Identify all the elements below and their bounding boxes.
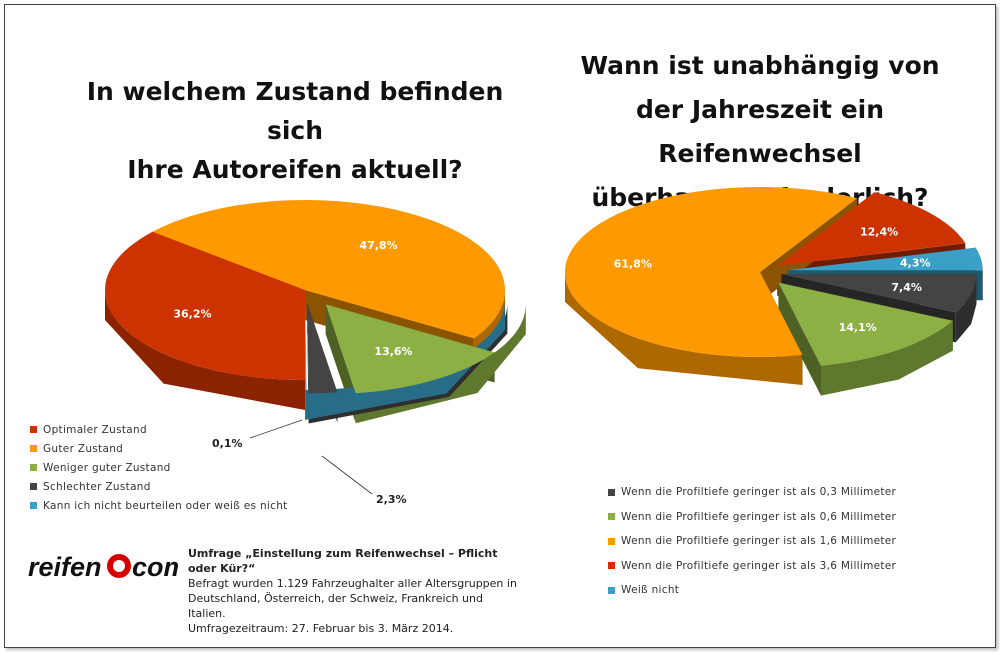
pie-slice: [787, 247, 983, 271]
legend-item: Weiß nicht: [608, 578, 896, 603]
survey-line: Deutschland, Österreich, der Schweiz, Fr…: [188, 592, 483, 620]
legend-label: Weniger guter Zustand: [43, 461, 171, 474]
legend-label: Wenn die Profiltiefe geringer ist als 0,…: [621, 510, 897, 523]
pie-slice-wall: [778, 282, 821, 396]
pie-slice-side: [565, 272, 803, 385]
legend-swatch: [608, 562, 615, 570]
legend-label: Wenn die Profiltiefe geringer ist als 0,…: [621, 486, 897, 499]
legend-item: Schlechter Zustand: [30, 477, 288, 496]
pie-slice: [777, 192, 966, 266]
pie-slice-side: [105, 290, 305, 410]
legend-left: Optimaler Zustand Guter Zustand Weniger …: [30, 420, 288, 515]
pie-slice: [565, 187, 858, 357]
legend-swatch: [608, 537, 615, 545]
legend-label: Guter Zustand: [43, 442, 124, 455]
callout-line: [321, 455, 373, 495]
pie-slice: [307, 303, 338, 394]
legend-swatch: [30, 464, 37, 471]
pie-slice: [105, 231, 305, 380]
legend-right: Wenn die Profiltiefe geringer ist als 0,…: [608, 480, 896, 603]
survey-line: Umfragezeitraum: 27. Februar bis 3. März…: [188, 622, 454, 635]
data-label: 12,4%: [860, 226, 898, 239]
legend-item: Wenn die Profiltiefe geringer ist als 0,…: [608, 480, 896, 505]
legend-label: Schlechter Zustand: [43, 480, 151, 493]
pie-chart-1: 7,4% 14,1% 61,8% 12,4% 4,3%: [565, 187, 983, 396]
logo-ring-center: [113, 560, 125, 572]
data-label: 7,4%: [891, 281, 922, 294]
legend-item: Wenn die Profiltiefe geringer ist als 0,…: [608, 505, 896, 530]
data-label: 4,3%: [900, 257, 931, 270]
legend-item: Wenn die Profiltiefe geringer ist als 3,…: [608, 554, 896, 579]
legend-label: Wenn die Profiltiefe geringer ist als 3,…: [621, 559, 897, 572]
legend-swatch: [608, 513, 615, 521]
callout-line: [249, 419, 303, 439]
data-label: 61,8%: [614, 258, 652, 271]
legend-label: Kann ich nicht beurteilen oder weiß es n…: [43, 499, 288, 512]
data-label: 36,2%: [173, 307, 211, 320]
legend-label: Weiß nicht: [621, 584, 680, 597]
legend-label: Optimaler Zustand: [43, 423, 147, 436]
pie-slice-side: [821, 320, 953, 396]
legend-item: Guter Zustand: [30, 439, 288, 458]
survey-info: Umfrage „Einstellung zum Reifenwechsel –…: [188, 546, 518, 636]
pie-slice: [325, 304, 495, 394]
pie-slice: [781, 274, 977, 313]
pie-slice: [305, 299, 307, 390]
data-label: 14,1%: [839, 321, 877, 334]
data-label: 47,8%: [359, 239, 397, 252]
pie-slice: [778, 282, 953, 366]
chart-title-left: In welchem Zustand befinden sich Ihre Au…: [86, 77, 504, 184]
legend-swatch: [608, 586, 615, 594]
pie-slice-side: [955, 274, 977, 343]
legend-item: Weniger guter Zustand: [30, 458, 288, 477]
reifen-com-logo: reifen com: [28, 552, 178, 582]
survey-heading: Umfrage „Einstellung zum Reifenwechsel –…: [188, 547, 498, 575]
legend-swatch: [30, 483, 37, 490]
legend-swatch: [30, 426, 37, 433]
pie-slice: [152, 200, 505, 339]
pie-chart-0: 36,2% 47,8% 13,6% 2,3% 0,1%: [105, 200, 526, 506]
legend-item: Wenn die Profiltiefe geringer ist als 1,…: [608, 529, 896, 554]
data-label: 0,1%: [212, 437, 243, 450]
legend-swatch: [30, 502, 37, 509]
legend-label: Wenn die Profiltiefe geringer ist als 1,…: [621, 535, 897, 548]
legend-swatch: [30, 445, 37, 452]
legend-item: Optimaler Zustand: [30, 420, 288, 439]
legend-item: Kann ich nicht beurteilen oder weiß es n…: [30, 496, 288, 515]
logo-text-left: reifen: [28, 552, 102, 582]
logo-text-right: com: [132, 552, 178, 582]
survey-line: Befragt wurden 1.129 Fahrzeughalter alle…: [188, 577, 517, 590]
legend-swatch: [608, 488, 615, 496]
data-label: 2,3%: [376, 493, 407, 506]
data-label: 13,6%: [374, 345, 412, 358]
